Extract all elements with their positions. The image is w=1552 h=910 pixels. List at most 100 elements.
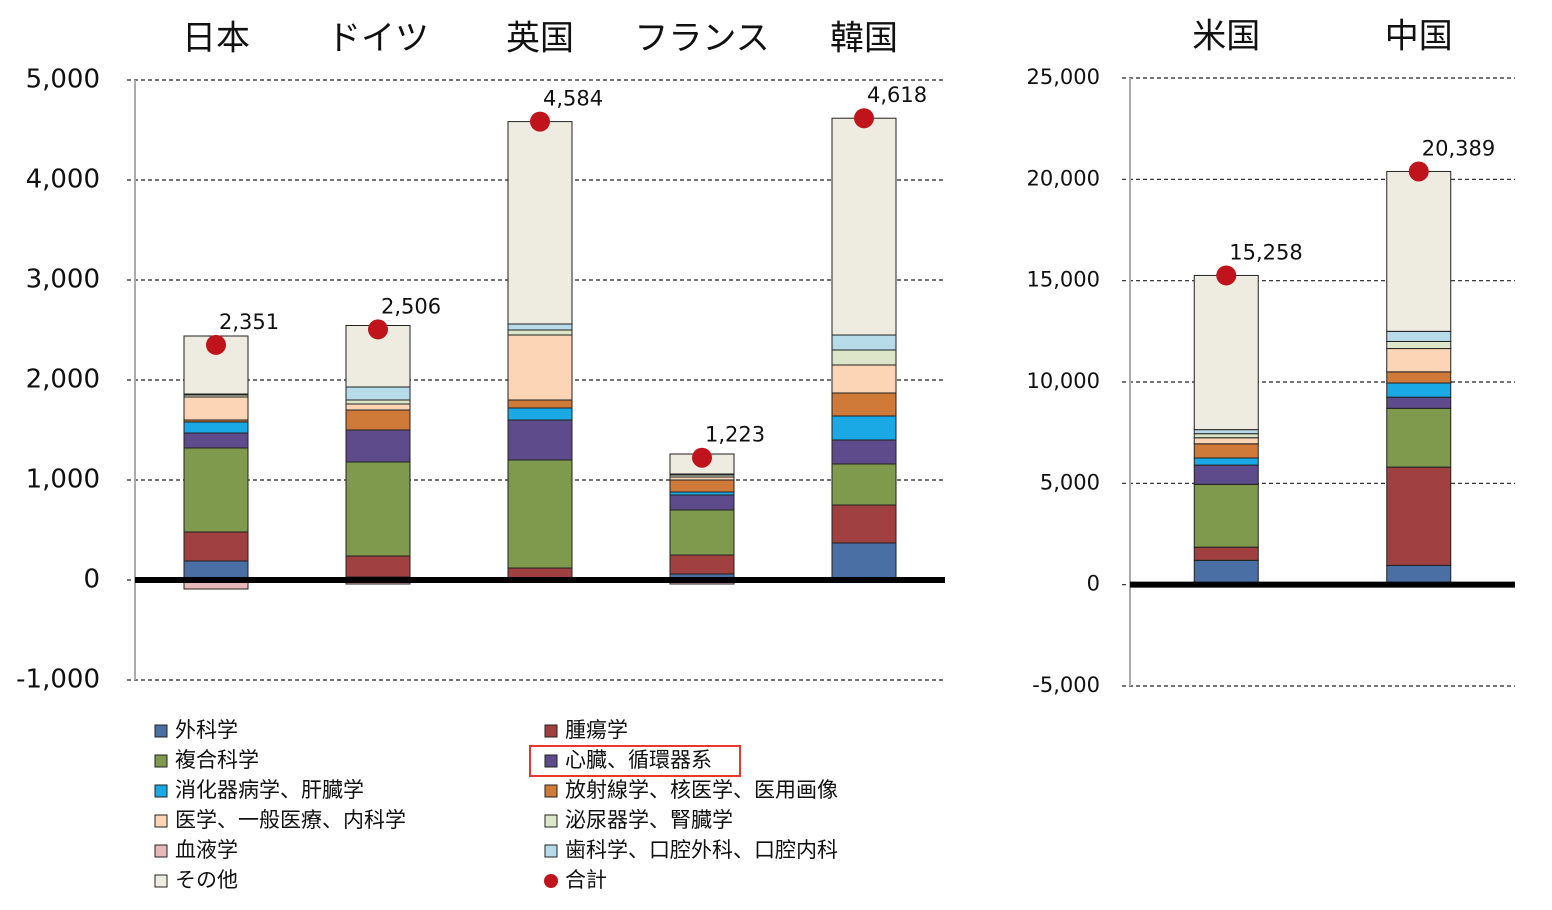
y-tick-label: 25,000 bbox=[1027, 65, 1100, 89]
bar-segment bbox=[1386, 340, 1452, 350]
bar-segment bbox=[183, 447, 249, 533]
legend-swatch bbox=[544, 784, 558, 798]
bar-segment bbox=[1193, 464, 1259, 485]
legend-swatch bbox=[154, 874, 168, 888]
bar-segment bbox=[831, 504, 897, 544]
legend-label: 歯科学、口腔外科、口腔内科 bbox=[565, 838, 838, 862]
category-label: 中国 bbox=[1385, 17, 1453, 57]
bar-segment bbox=[183, 421, 249, 434]
bar-segment bbox=[1193, 546, 1259, 561]
legend-swatch bbox=[544, 754, 558, 768]
category-label: フランス bbox=[634, 19, 769, 59]
bar-segment bbox=[1193, 437, 1259, 445]
value-label: 2,506 bbox=[381, 294, 441, 318]
total-dot bbox=[1408, 161, 1429, 182]
bar-segment bbox=[1386, 407, 1452, 468]
legend-swatch bbox=[544, 814, 558, 828]
bar-segment bbox=[183, 531, 249, 562]
legend-label: 心臓、循環器系 bbox=[565, 748, 712, 772]
bar-segment bbox=[831, 349, 897, 366]
y-tick-label: 0 bbox=[83, 565, 100, 595]
y-tick-label: 20,000 bbox=[1027, 166, 1100, 190]
bar-segment bbox=[831, 364, 897, 394]
bar-segment bbox=[507, 334, 573, 401]
y-tick-label: -1,000 bbox=[16, 665, 100, 695]
legend-label: 複合科学 bbox=[175, 748, 259, 772]
bar-segment bbox=[669, 494, 735, 511]
bar-segment bbox=[1386, 330, 1452, 342]
legend-label: 医学、一般医療、内科学 bbox=[175, 808, 406, 832]
bar-segment bbox=[1386, 371, 1452, 384]
value-label: 4,584 bbox=[543, 87, 603, 111]
value-label: 1,223 bbox=[705, 423, 765, 447]
value-label: 4,618 bbox=[867, 83, 927, 107]
legend-label: 血液学 bbox=[175, 838, 238, 862]
bar-segment bbox=[1193, 274, 1259, 431]
bar-segment bbox=[1193, 443, 1259, 459]
bar-segment bbox=[831, 463, 897, 506]
bar-segment bbox=[831, 334, 897, 351]
total-dot bbox=[692, 447, 712, 468]
bar-segment bbox=[507, 567, 573, 579]
bar-segment bbox=[345, 399, 411, 405]
legend-swatch bbox=[154, 724, 168, 738]
bar-segment bbox=[1386, 348, 1452, 373]
category-label: 英国 bbox=[506, 19, 574, 59]
legend-label: 合計 bbox=[565, 868, 607, 892]
bar-segment bbox=[183, 432, 249, 449]
legend-swatch bbox=[154, 844, 168, 858]
legend-marker bbox=[544, 874, 558, 888]
total-dot bbox=[854, 108, 874, 129]
bar-segment bbox=[1193, 457, 1259, 466]
bar-segment bbox=[1193, 483, 1259, 548]
bar-segment bbox=[669, 554, 735, 575]
total-dot bbox=[530, 111, 550, 132]
legend-swatch bbox=[154, 784, 168, 798]
legend-swatch bbox=[544, 844, 558, 858]
bar-segment bbox=[669, 479, 735, 493]
bar-segment bbox=[1386, 396, 1452, 409]
bar-segment bbox=[507, 323, 573, 331]
legend-swatch bbox=[544, 724, 558, 738]
category-label: 日本 bbox=[182, 19, 250, 59]
legend-label: 泌尿器学、腎臓学 bbox=[565, 808, 733, 832]
category-label: 韓国 bbox=[830, 19, 898, 59]
bar-segment bbox=[1386, 466, 1452, 566]
legend-label: 外科学 bbox=[175, 718, 238, 742]
y-tick-label: -5,000 bbox=[1032, 673, 1100, 697]
y-tick-label: 0 bbox=[1087, 572, 1100, 596]
y-tick-label: 10,000 bbox=[1027, 369, 1100, 393]
bar-segment bbox=[669, 509, 735, 556]
bar-segment bbox=[345, 461, 411, 557]
bar-segment bbox=[1193, 433, 1259, 439]
bar-segment bbox=[831, 117, 897, 336]
bar-segment bbox=[507, 121, 573, 325]
bar-segment bbox=[507, 419, 573, 461]
bar-segment bbox=[183, 396, 249, 421]
legend-label: その他 bbox=[175, 868, 238, 892]
bar-segment bbox=[1386, 382, 1452, 398]
legend-label: 消化器病学、肝臓学 bbox=[175, 778, 364, 802]
bar-segment bbox=[831, 392, 897, 417]
value-label: 20,389 bbox=[1422, 136, 1495, 160]
total-dot bbox=[1216, 265, 1237, 286]
category-label: 米国 bbox=[1192, 17, 1260, 57]
bar-segment bbox=[1193, 429, 1259, 435]
bar-segment bbox=[345, 429, 411, 463]
bar-segment bbox=[507, 407, 573, 421]
bar-segment bbox=[831, 415, 897, 441]
bar-segment bbox=[345, 555, 411, 578]
bar-segment bbox=[345, 409, 411, 431]
category-label: ドイツ bbox=[327, 19, 429, 59]
y-tick-label: 2,000 bbox=[26, 365, 100, 395]
y-tick-label: 3,000 bbox=[26, 265, 100, 295]
bar-segment bbox=[507, 329, 573, 336]
total-dot bbox=[206, 334, 226, 355]
legend-label: 放射線学、核医学、医用画像 bbox=[565, 778, 838, 802]
bar-segment bbox=[507, 399, 573, 409]
legend-label: 腫瘍学 bbox=[565, 718, 628, 742]
y-tick-label: 15,000 bbox=[1027, 268, 1100, 292]
y-tick-label: 5,000 bbox=[1040, 470, 1100, 494]
value-label: 2,351 bbox=[219, 310, 279, 334]
bar-segment bbox=[507, 459, 573, 569]
